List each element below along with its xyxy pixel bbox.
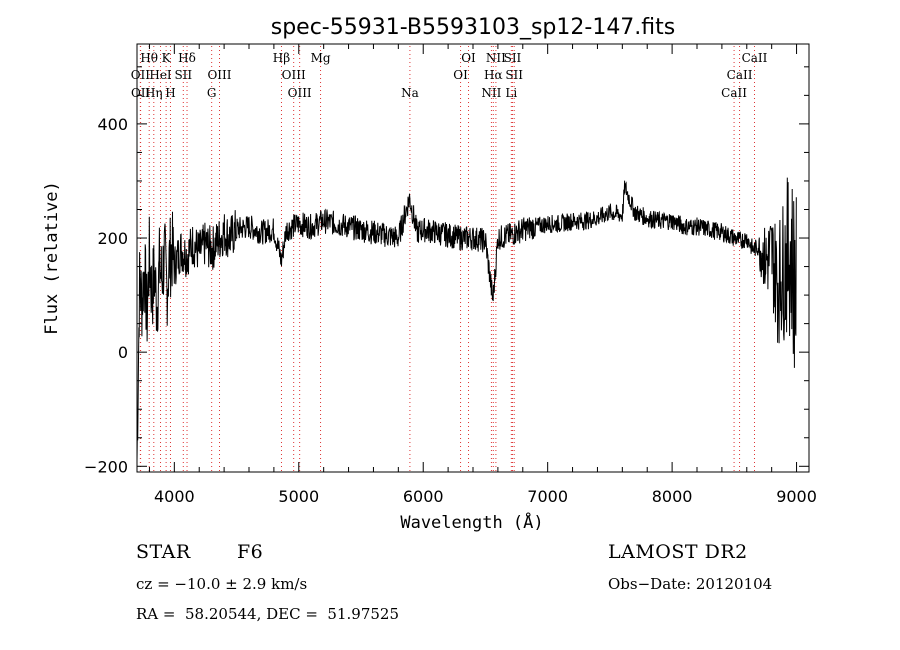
redshift-velocity: cz = −10.0 ± 2.9 km/s xyxy=(136,575,308,593)
spectral-line-label: SII xyxy=(505,68,523,82)
y-tick-label: 0 xyxy=(118,343,128,362)
spectral-line-labels: HθOIIOIIHηKHeIHSIIHδOIIIGHβOIIIOIIIMgNaO… xyxy=(131,51,768,100)
spectral-line-label: OIII xyxy=(207,68,231,82)
spectral-line-label: Hθ xyxy=(140,51,158,65)
x-tick-label: 6000 xyxy=(403,487,444,506)
spectral-line-label: SII xyxy=(504,51,522,65)
spectral-line-label: Hδ xyxy=(178,51,196,65)
spectral-line-label: OIII xyxy=(288,86,312,100)
spectral-line-label: Hα xyxy=(484,68,503,82)
spectral-line-label: NII xyxy=(481,86,501,100)
object-subclass: F6 xyxy=(237,541,264,563)
sky-coordinates: RA = 58.20544, DEC = 51.97525 xyxy=(136,605,400,623)
spectral-line-label: Mg xyxy=(311,51,331,65)
spectral-line-label: HeI xyxy=(149,68,172,82)
spectral-line-label: K xyxy=(162,51,172,65)
spectral-line-label: CaII xyxy=(742,51,768,65)
x-axis-ticks: 4000 5000 6000 7000 8000 9000 xyxy=(148,44,817,506)
spectral-line-label: OI xyxy=(461,51,476,65)
spectral-line-label: CaII xyxy=(727,68,753,82)
x-tick-label: 4000 xyxy=(154,487,195,506)
spectral-line-label: Li xyxy=(505,86,517,100)
spectral-line-label: OII xyxy=(131,68,151,82)
spectral-line-label: CaII xyxy=(721,86,747,100)
spectral-line-label: OI xyxy=(453,68,468,82)
spectral-line-label: NII xyxy=(486,51,506,65)
spectral-line-label: Hβ xyxy=(273,51,290,65)
spectrum-series-line xyxy=(136,177,797,462)
x-tick-label: 8000 xyxy=(652,487,693,506)
object-class: STAR xyxy=(136,541,191,563)
y-axis-ticks: −200 0 200 400 xyxy=(84,66,809,476)
survey-name: LAMOST DR2 xyxy=(608,541,748,563)
x-tick-label: 7000 xyxy=(527,487,568,506)
spectral-line-label: OII xyxy=(131,86,151,100)
y-tick-label: 200 xyxy=(97,229,128,248)
y-tick-label: 400 xyxy=(97,115,128,134)
x-axis-label: Wavelength (Å) xyxy=(400,511,543,533)
y-axis-label: Flux (relative) xyxy=(42,181,62,335)
spectrum-chart: spec-55931-B5593103_sp12-147.fits Hθ OII O… xyxy=(42,15,817,533)
y-tick-label: −200 xyxy=(84,457,128,476)
spectral-line-label: H xyxy=(165,86,175,100)
spectral-line-label: SII xyxy=(174,68,192,82)
x-tick-label: 5000 xyxy=(278,487,319,506)
x-tick-label: 9000 xyxy=(776,487,817,506)
observation-date: Obs−Date: 20120104 xyxy=(608,575,773,593)
spectral-line-markers xyxy=(139,46,755,472)
spectral-line-label: Na xyxy=(401,86,419,100)
spectral-line-label: Hη xyxy=(145,86,163,100)
spectral-line-label: G xyxy=(207,86,217,100)
plot-frame xyxy=(136,43,810,473)
chart-title: spec-55931-B5593103_sp12-147.fits xyxy=(271,15,676,40)
spectral-line-label: OIII xyxy=(282,68,306,82)
